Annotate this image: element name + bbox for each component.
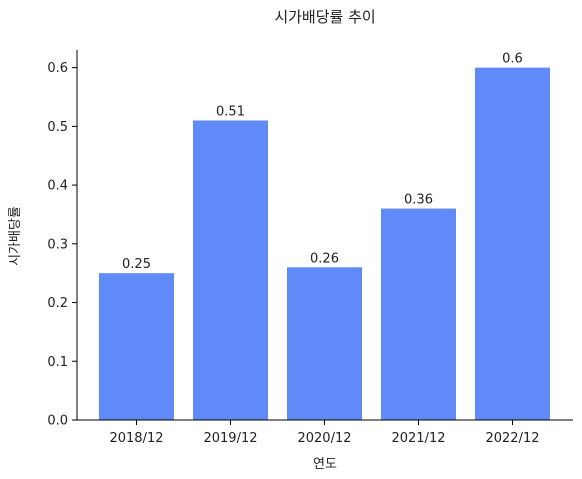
bar-0 (99, 273, 174, 420)
x-tick-label-0: 2018/12 (109, 431, 163, 446)
data-label-3: 0.36 (404, 193, 433, 208)
x-tick-label-3: 2021/12 (391, 431, 445, 446)
chart-title: 시가배당률 추이 (274, 8, 375, 26)
bar-4 (475, 67, 550, 420)
y-axis-label: 시가배당률 (8, 206, 23, 266)
bar-1 (193, 120, 268, 420)
y-tick-label-0: 0.0 (47, 414, 68, 429)
x-tick-label-2: 2020/12 (297, 431, 351, 446)
plot-area: 0.25 0.51 0.26 0.36 0.6 (99, 52, 550, 420)
x-ticks: 2018/12 2019/12 2020/12 2021/12 2022/12 (109, 420, 540, 446)
bar-2 (287, 267, 362, 420)
data-label-1: 0.51 (216, 104, 245, 119)
y-tick-label-5: 0.5 (47, 120, 68, 135)
y-tick-label-4: 0.4 (47, 179, 68, 194)
data-label-0: 0.25 (122, 257, 151, 272)
y-tick-label-1: 0.1 (47, 355, 68, 370)
x-axis-label: 연도 (313, 457, 337, 472)
y-ticks: 0.0 0.1 0.2 0.3 0.4 0.5 0.6 (47, 61, 77, 429)
x-tick-label-4: 2022/12 (485, 431, 539, 446)
y-tick-label-6: 0.6 (47, 61, 68, 76)
bar-3 (381, 208, 456, 420)
data-label-2: 0.26 (310, 251, 339, 266)
y-tick-label-3: 0.3 (47, 237, 68, 252)
data-label-4: 0.6 (502, 52, 523, 67)
y-tick-label-2: 0.2 (47, 296, 68, 311)
x-tick-label-1: 2019/12 (203, 431, 257, 446)
